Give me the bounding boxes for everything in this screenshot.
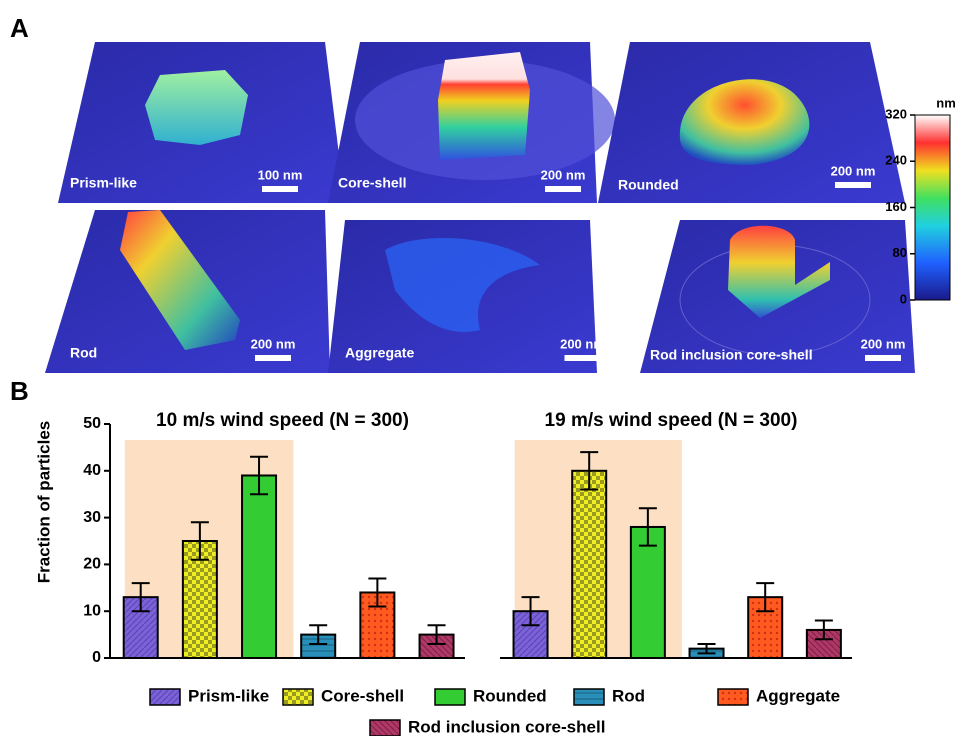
- legend-swatch: [282, 688, 314, 706]
- scale-bar: [262, 186, 298, 192]
- particle: [438, 52, 530, 160]
- particle: [728, 225, 830, 318]
- legend-label: Rod inclusion core-shell: [408, 717, 605, 736]
- y-tick-label: 20: [83, 556, 101, 573]
- scale-bar: [545, 186, 581, 192]
- colorbar-tick-label: 80: [893, 245, 907, 260]
- legend-label: Rounded: [473, 686, 547, 705]
- image-label: Core-shell: [338, 175, 406, 191]
- legend-label: Prism-like: [188, 686, 269, 705]
- panel-label: A: [10, 13, 29, 43]
- legend-swatch: [717, 688, 749, 706]
- error-bar: [580, 451, 599, 491]
- error-bar: [250, 455, 269, 496]
- legend-swatch: [149, 688, 181, 706]
- image-label: Prism-like: [70, 175, 137, 191]
- panel-label: B: [10, 376, 29, 406]
- legend-label: Aggregate: [756, 686, 840, 705]
- legend-swatch: [434, 688, 466, 706]
- image-label: Rod inclusion core-shell: [650, 347, 813, 363]
- error-bar: [131, 582, 150, 613]
- error-bar: [309, 624, 328, 645]
- chart-title: 10 m/s wind speed (N = 300): [156, 410, 409, 431]
- y-tick-label: 0: [92, 649, 101, 666]
- colorbar-tick-label: 160: [885, 199, 907, 214]
- legend-swatch: [573, 688, 605, 706]
- scale-label: 200 nm: [251, 336, 296, 351]
- particle: [679, 79, 810, 165]
- colorbar-tick-label: 320: [885, 106, 907, 121]
- particle: [145, 70, 248, 145]
- error-bar: [756, 582, 775, 613]
- bar: [571, 469, 608, 659]
- image-label: Rod: [70, 345, 97, 361]
- legend-swatch: [369, 719, 401, 737]
- scale-label: 200 nm: [541, 167, 586, 182]
- error-bar: [190, 521, 209, 561]
- colorbar: [914, 114, 951, 301]
- scale-bar: [564, 355, 601, 361]
- scale-label: 200 nm: [831, 163, 876, 178]
- bar: [629, 525, 666, 660]
- y-tick-label: 50: [83, 415, 101, 432]
- particle: [385, 238, 540, 332]
- error-bar: [638, 507, 657, 547]
- colorbar-unit: nm: [936, 95, 956, 110]
- y-axis-label: Fraction of particles: [34, 421, 53, 583]
- afm-images: nm: [45, 42, 956, 373]
- error-bar: [521, 596, 540, 627]
- y-tick-label: 10: [83, 602, 101, 619]
- scale-bar: [835, 182, 871, 188]
- y-tick-label: 30: [83, 509, 101, 526]
- error-bar: [368, 577, 387, 608]
- scale-label: 200 nm: [560, 336, 605, 351]
- error-bar: [427, 624, 446, 645]
- colorbar-tick-label: 240: [885, 153, 907, 168]
- image-label: Rounded: [618, 177, 679, 193]
- chart-title: 19 m/s wind speed (N = 300): [545, 410, 798, 431]
- image-label: Aggregate: [345, 345, 414, 361]
- scale-label: 200 nm: [861, 336, 906, 351]
- colorbar-tick-label: 0: [900, 291, 907, 306]
- scale-bar: [865, 355, 901, 361]
- legend-label: Core-shell: [321, 686, 404, 705]
- bar: [241, 474, 278, 660]
- scale-label: 100 nm: [258, 167, 303, 182]
- scale-bar: [255, 355, 291, 361]
- error-bar: [814, 619, 833, 641]
- legend-label: Rod: [612, 686, 645, 705]
- y-tick-label: 40: [83, 462, 101, 479]
- particle: [120, 210, 240, 350]
- error-bar: [697, 642, 716, 655]
